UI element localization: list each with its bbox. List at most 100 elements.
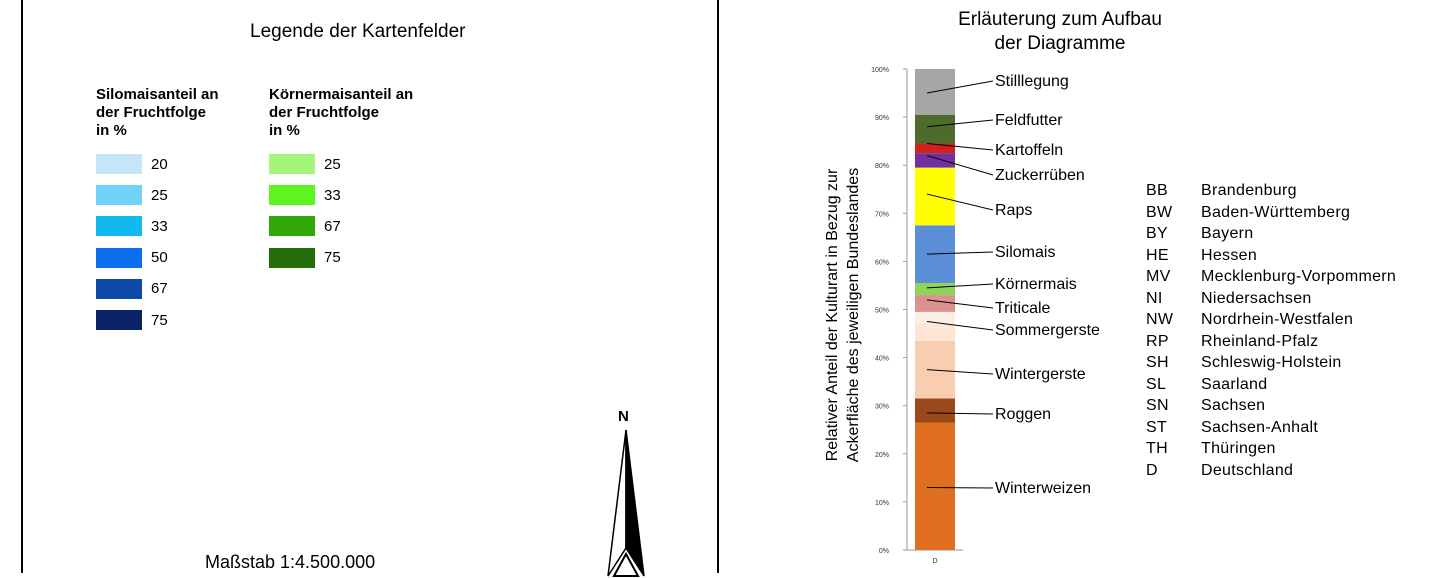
koernermais-heading-line-2: der Fruchtfolge <box>269 104 380 121</box>
abbreviation-code: MV <box>1146 268 1171 285</box>
chart-title-line-2: der Diagramme <box>994 33 1126 54</box>
bar-segment-9 <box>915 153 955 168</box>
koernermais-legend-item: 25 <box>269 154 341 174</box>
annotation-label: Stilllegung <box>995 73 1069 90</box>
silomais-legend-item: 50 <box>96 247 168 268</box>
koernermais-swatch-label: 67 <box>324 217 341 235</box>
y-axis-label-line: Relativer Anteil der Kulturart in Bezug … <box>824 168 841 461</box>
silomais-color-swatch <box>96 216 142 237</box>
abbreviation-row: ST Sachsen-Anhalt <box>1146 417 1396 439</box>
bar-segment-1 <box>915 398 955 423</box>
chart-title-line-1: Erläuterung zum Aufbau <box>958 9 1162 30</box>
annotation-leader-line <box>926 369 994 375</box>
y-tick-label: 20% <box>875 452 889 459</box>
annotation-label: Feldfutter <box>995 112 1063 129</box>
abbreviation-name: Saarland <box>1201 375 1268 393</box>
abbreviation-row: BW Baden-Württemberg <box>1146 202 1396 224</box>
stacked-bar-chart: 0% 10% 20% 30% 40% 50% 60% 70% 80% 90% 100% D Stilll… <box>824 67 1100 565</box>
annotation-leader-line <box>926 193 994 211</box>
abbreviation-name: Niedersachsen <box>1201 289 1312 307</box>
koernermais-legend-item: 75 <box>269 247 341 268</box>
abbreviation-name: Bayern <box>1201 225 1254 242</box>
annotation-label: Sommergerste <box>995 322 1100 339</box>
annotation-label: Silomais <box>995 244 1055 261</box>
koernermais-swatch-label: 75 <box>324 249 341 267</box>
bar-segment-10 <box>915 143 955 154</box>
annotation-leader-line <box>926 143 994 151</box>
y-tick-label: 80% <box>875 163 889 170</box>
annotation-leader-line <box>926 119 994 128</box>
bar-segment-0 <box>915 422 955 550</box>
annotation-leader-line <box>926 155 994 176</box>
annotation-label: Zuckerrüben <box>995 167 1085 184</box>
north-label: N <box>618 408 629 425</box>
annotation-leader-line <box>926 299 994 309</box>
silomais-color-swatch <box>96 310 142 330</box>
abbreviation-row: SN Sachsen <box>1146 395 1396 417</box>
abbreviation-row: HE Hessen <box>1146 245 1396 267</box>
koernermais-color-swatch <box>269 216 315 237</box>
y-tick-label: 90% <box>875 115 889 122</box>
abbreviation-code: BB <box>1146 182 1168 199</box>
abbreviation-name: Sachsen <box>1201 397 1266 414</box>
abbreviation-name: Hessen <box>1201 246 1258 264</box>
bar-segment-2 <box>915 340 955 399</box>
y-tick-label: 30% <box>875 404 889 411</box>
annotation-label: Roggen <box>995 406 1051 423</box>
abbreviation-row: SL Saarland <box>1146 374 1396 396</box>
abbreviation-code: TH <box>1146 440 1168 457</box>
abbreviation-row: MV Mecklenburg-Vorpommern <box>1146 266 1396 288</box>
silomais-swatch-label: 50 <box>151 249 168 267</box>
abbreviation-row: RP Rheinland-Pfalz <box>1146 331 1396 353</box>
annotation-leader-line <box>926 486 994 489</box>
silomais-color-swatch <box>96 185 142 206</box>
bar-segment-6 <box>915 283 955 296</box>
koernermais-swatch-label: 25 <box>324 155 341 173</box>
scale-label: Maßstab 1:4.500.000 <box>205 552 376 572</box>
silomais-color-swatch <box>96 247 142 268</box>
y-tick-label: 10% <box>875 500 889 507</box>
legend-title: Legende der Kartenfelder <box>250 21 466 42</box>
silomais-swatch-label: 20 <box>151 155 168 173</box>
north-arrow-icon <box>607 429 645 577</box>
koernermais-heading-line-1: Körnermaisanteil an <box>269 86 414 103</box>
y-tick-label: 70% <box>875 211 889 218</box>
koernermais-legend-item: 33 <box>269 185 341 206</box>
abbreviation-name: Thüringen <box>1201 440 1276 457</box>
abbreviation-code: SH <box>1146 354 1169 371</box>
abbreviation-code: ST <box>1146 418 1168 436</box>
abbreviation-name: Sachsen-Anhalt <box>1201 418 1319 436</box>
abbreviation-row: SH Schleswig-Holstein <box>1146 352 1396 374</box>
silomais-heading-line-2: der Fruchtfolge <box>96 104 207 121</box>
koernermais-legend-item: 67 <box>269 216 341 237</box>
annotation-label: Kartoffeln <box>995 142 1063 159</box>
y-tick-label: 60% <box>875 259 889 266</box>
abbreviation-row: TH Thüringen <box>1146 438 1396 460</box>
abbreviation-row: D Deutschland <box>1146 460 1396 482</box>
abbreviation-name: Schleswig-Holstein <box>1201 354 1342 371</box>
abbreviation-row: BY Bayern <box>1146 223 1396 245</box>
abbreviation-code: BY <box>1146 225 1168 242</box>
chart-title: Erläuterung zum Aufbau der Diagramme <box>940 8 1180 56</box>
koernermais-color-swatch <box>269 247 315 268</box>
silomais-legend-item: 20 <box>96 154 168 174</box>
y-axis-label-line: Ackerfläche des jeweiligen Bundeslandes <box>845 168 862 462</box>
silomais-legend-item: 67 <box>96 278 168 299</box>
abbreviation-name: Rheinland-Pfalz <box>1201 332 1319 350</box>
y-tick-label: 100% <box>871 67 889 74</box>
bar-segment-4 <box>915 311 955 324</box>
annotation-label: Triticale <box>995 300 1051 317</box>
silomais-heading-line-1: Silomaisanteil an <box>96 86 219 103</box>
koernermais-heading-line-3: in % <box>269 122 300 139</box>
silomais-swatch-label: 75 <box>151 311 168 329</box>
abbreviation-code: SL <box>1146 375 1167 393</box>
annotation-label: Winterweizen <box>995 480 1091 497</box>
annotation-leader-line <box>926 412 994 415</box>
koernermais-color-swatch <box>269 154 315 174</box>
abbreviation-row: NW Nordrhein-Westfalen <box>1146 309 1396 331</box>
silomais-legend-heading: Silomaisanteil an der Fruchtfolge in % <box>96 86 219 140</box>
abbreviation-code: HE <box>1146 246 1169 264</box>
abbreviation-name: Brandenburg <box>1201 182 1297 199</box>
abbreviation-name: Nordrhein-Westfalen <box>1201 311 1354 328</box>
abbreviation-code: NI <box>1146 289 1163 307</box>
